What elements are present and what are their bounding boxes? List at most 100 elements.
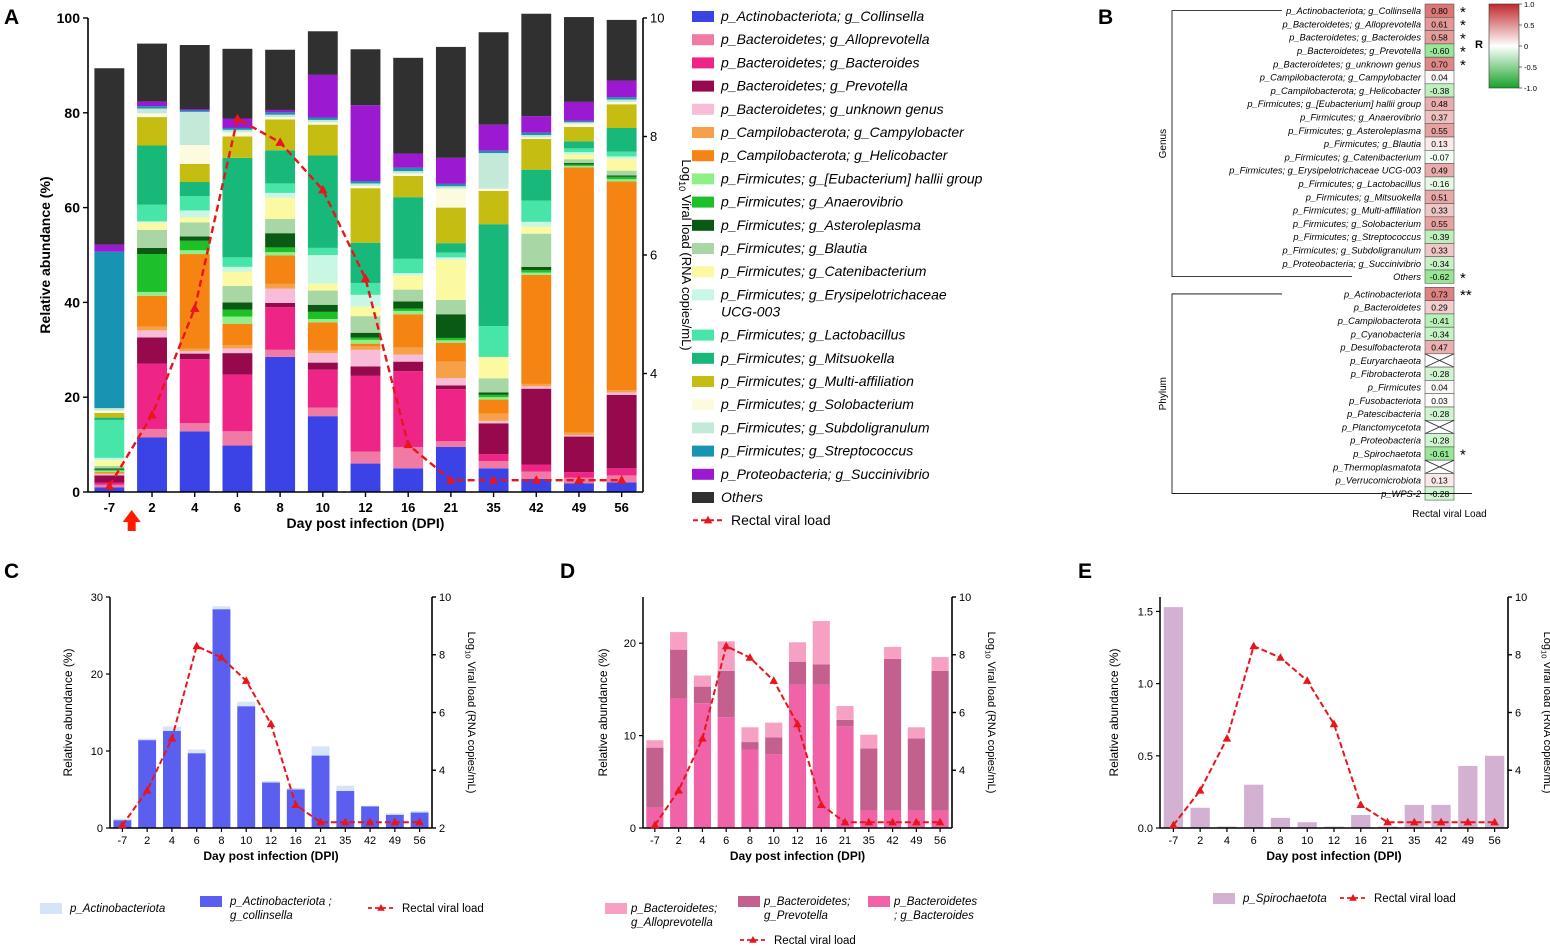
- bar-segment: [350, 451, 381, 464]
- bar-segment: [179, 351, 210, 354]
- legend-swatch: [692, 196, 714, 208]
- bar-segment: [137, 221, 167, 223]
- heatmap-value: 0.58: [1431, 33, 1448, 43]
- bar-segment: [931, 670, 949, 811]
- bar-segment: [94, 419, 125, 458]
- bar-segment: [94, 408, 125, 411]
- bar-segment: [521, 478, 552, 492]
- panel-label-c: C: [4, 560, 19, 583]
- legend-swatch: [692, 219, 714, 231]
- bar-segment: [564, 127, 594, 142]
- bar-segment: [435, 340, 466, 343]
- bar-segment: [564, 436, 594, 473]
- x-tick-label: 12: [791, 835, 803, 847]
- bar-segment: [435, 300, 466, 315]
- x-tick-label: 35: [863, 835, 875, 847]
- bar-segment: [478, 124, 509, 151]
- bar-segment: [307, 119, 338, 123]
- panel-d: D 0 10 20 -7 2 4 6 8 10 12 16 21 35 42 49 56 Day post inf…: [560, 560, 997, 946]
- viral-load-point: [616, 475, 627, 484]
- bar-segment: [435, 183, 466, 187]
- x-tick-label: 4: [699, 835, 705, 847]
- bar-segment: [521, 116, 552, 133]
- bar-segment: [741, 749, 759, 828]
- bar-segment: [564, 123, 594, 128]
- legend-label: p_Bacteroidetes;: [630, 903, 717, 915]
- bar: [1351, 815, 1371, 828]
- right-axis-tick-label: 8: [959, 650, 965, 662]
- bar-segment: [137, 106, 167, 109]
- bar-segment: [307, 362, 338, 370]
- bar-segment: [137, 295, 167, 327]
- group-bracket: [1171, 293, 1472, 494]
- bar-segment: [350, 337, 381, 340]
- right-axis-title: Log10 Viral load (RNA copies/mL): [983, 632, 997, 794]
- bar: [336, 791, 355, 828]
- bar-segment: [693, 675, 711, 687]
- legend-swatch: [605, 903, 627, 914]
- viral-load-point: [217, 653, 226, 661]
- bar-segment: [521, 270, 552, 273]
- bar-segment: [137, 254, 167, 292]
- bar-segment: [670, 698, 688, 828]
- bar-segment: [94, 473, 125, 476]
- legend-label: ; g_Bacteroides: [894, 910, 974, 922]
- bar-segment: [435, 314, 466, 338]
- y-tick-label: 30: [91, 592, 103, 604]
- legend-swatch: [692, 289, 714, 301]
- bar-segment: [670, 649, 688, 699]
- legend-label-cont: UCG-003: [721, 303, 780, 319]
- bar-segment: [94, 460, 125, 466]
- x-tick-label: 21: [444, 500, 458, 515]
- bar-segment: [137, 247, 167, 255]
- bar-segment: [564, 148, 594, 153]
- x-axis-title: Day post infection (DPI): [287, 515, 445, 531]
- bar-segment: [836, 719, 854, 727]
- bar: [1270, 817, 1291, 828]
- bar-segment: [94, 68, 125, 245]
- legend-label: p_Campilobacterota; g_Campylobacter: [720, 124, 965, 140]
- y-tick-label: 20: [64, 389, 80, 405]
- viral-load-point: [574, 475, 584, 484]
- bar-segment: [179, 45, 210, 110]
- bar-segment: [94, 469, 125, 471]
- bar-segment: [179, 431, 210, 492]
- viral-load-point: [189, 303, 200, 312]
- bar-segment: [179, 359, 210, 424]
- bar-segment: [179, 217, 210, 223]
- color-scale-tick-label: 0.5: [1524, 21, 1534, 30]
- bar-segment: [307, 311, 338, 319]
- viral-load-point: [650, 820, 660, 829]
- heatmap-row-label: p_Firmicutes; g_Subdoligranulum: [1282, 246, 1422, 256]
- bar: [311, 755, 330, 828]
- bar-segment: [521, 388, 552, 465]
- bar-segment: [137, 204, 167, 222]
- bar-segment: [137, 363, 167, 429]
- viral-load-point: [888, 817, 897, 826]
- bar-segment: [478, 378, 509, 393]
- x-tick-label: 8: [1277, 835, 1283, 847]
- panel-b: B 0.80 p_Actinobacteriota; g_Collinsella * 0…: [1098, 0, 1537, 520]
- bar-segment: [222, 157, 253, 258]
- bar-segment: [179, 236, 210, 241]
- bar-segment: [836, 726, 854, 828]
- x-tick-label: 2: [144, 835, 150, 847]
- heatmap-row-label: p_Firmicutes; g_Streptococcus: [1292, 232, 1421, 242]
- bar-segment: [646, 747, 664, 808]
- heatmap-value: -0.34: [1430, 259, 1450, 269]
- heatmap-row-label: p_Proteobacteria; g_Succinivibrio: [1281, 259, 1421, 269]
- y-axis-title: Relative abundance (%): [596, 648, 610, 776]
- legend-label: p_Firmicutes; g_[Eubacterium] hallii gro…: [720, 170, 983, 186]
- significance-mark: *: [1460, 44, 1466, 61]
- legend-swatch: [692, 445, 714, 457]
- bar-segment: [222, 257, 253, 267]
- bar-segment: [222, 302, 253, 310]
- bar-segment: [222, 348, 253, 354]
- bar-segment: [564, 141, 594, 149]
- bar-segment: [350, 185, 381, 189]
- legend-label: p_Firmicutes; g_Multi-affiliation: [720, 373, 914, 389]
- bar-segment: [265, 356, 296, 492]
- bar-segment: [350, 463, 381, 492]
- bar-segment: [564, 483, 594, 492]
- bar-segment: [393, 347, 424, 355]
